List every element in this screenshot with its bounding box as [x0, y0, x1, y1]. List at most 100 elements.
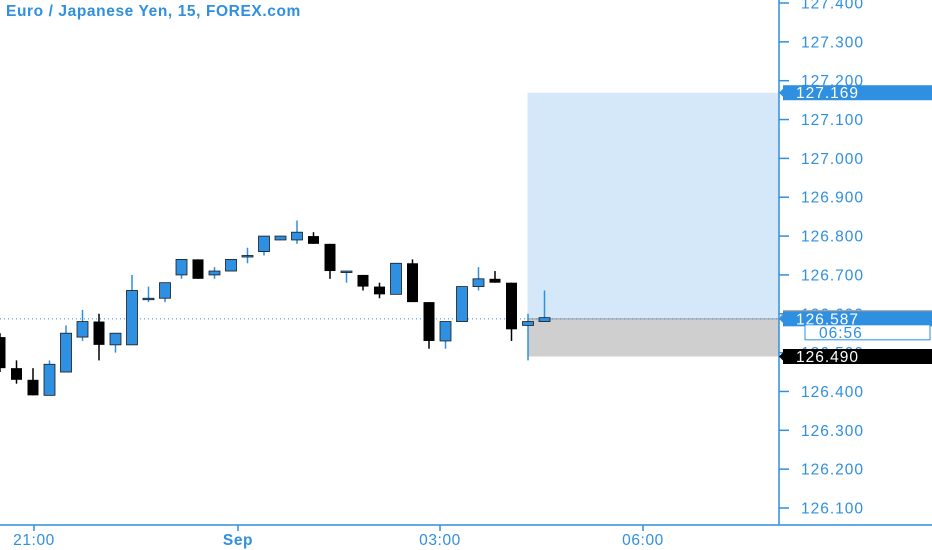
- candle-body: [439, 321, 452, 342]
- candle-body: [0, 337, 6, 369]
- candle: [390, 262, 402, 295]
- candle: [11, 360, 22, 384]
- candle: [506, 282, 517, 341]
- candle-body: [357, 274, 369, 287]
- candle-body: [308, 236, 319, 244]
- candle: [126, 274, 138, 346]
- candle-body: [175, 258, 188, 276]
- candle: [274, 235, 287, 241]
- badge-pointer: [779, 314, 783, 323]
- badge-text: 126.490: [796, 349, 859, 366]
- candle-body: [324, 243, 336, 272]
- price-axis: 126.100126.200126.300126.400126.500126.6…: [778, 0, 864, 525]
- candle-body: [390, 262, 402, 295]
- candle: [43, 360, 56, 396]
- price-tick-label: 127.000: [801, 151, 864, 168]
- price-tick-label: 126.200: [801, 462, 864, 479]
- candle-body: [225, 258, 237, 272]
- time-axis: 21:00 Sep 03:00 06:00: [0, 524, 932, 549]
- candle: [472, 267, 485, 291]
- price-badge: 127.169: [779, 85, 932, 102]
- badge-text: 126.587: [796, 311, 859, 328]
- price-tick-label: 127.400: [801, 0, 864, 13]
- badge-box: [783, 349, 932, 364]
- candle: [538, 290, 551, 322]
- price-tick-label: 127.300: [801, 34, 864, 51]
- badge-box: [783, 85, 932, 101]
- candle-body: [109, 332, 122, 346]
- candle: [374, 282, 385, 299]
- candle-body: [472, 278, 485, 287]
- candle: [308, 232, 319, 244]
- price-tick-label: 126.400: [801, 384, 864, 401]
- candle-body: [506, 282, 517, 330]
- candle-body: [27, 379, 39, 396]
- price-tick-label: 126.900: [801, 190, 864, 207]
- countdown-badge: 06:56: [804, 324, 931, 342]
- candle: [60, 325, 72, 373]
- price-badge: 126.587: [779, 311, 932, 328]
- candle: [522, 313, 534, 361]
- candle: [456, 286, 468, 322]
- price-tick-label: 126.800: [801, 229, 864, 246]
- candle: [407, 259, 418, 303]
- candle: [489, 271, 501, 283]
- candle: [76, 309, 89, 341]
- badge-pointer: [779, 88, 783, 97]
- candle: [109, 332, 122, 353]
- candle-body: [60, 332, 72, 373]
- candle-body: [522, 321, 534, 326]
- candle-body: [76, 321, 89, 338]
- candle-body: [423, 302, 435, 341]
- candle-body: [241, 255, 254, 258]
- time-tick-label: 03:00: [419, 532, 461, 549]
- candle: [93, 313, 105, 361]
- time-tick-label: 21:00: [13, 532, 55, 549]
- candle-body: [142, 297, 155, 301]
- candle: [0, 333, 6, 373]
- candle-body: [258, 235, 270, 253]
- candle: [241, 247, 254, 264]
- time-tick-label: 06:00: [622, 532, 664, 549]
- candle-body: [538, 317, 551, 322]
- candle-body: [126, 290, 138, 346]
- target-zone: [527, 92, 779, 319]
- countdown-text: 06:56: [819, 325, 863, 342]
- candle: [258, 235, 270, 256]
- price-tick-label: 127.100: [801, 112, 864, 129]
- candle-body: [374, 286, 385, 295]
- price-tick-label: 126.300: [801, 423, 864, 440]
- badge-text: 127.169: [796, 85, 859, 102]
- candle-body: [489, 278, 501, 283]
- countdown-box: [804, 324, 931, 341]
- candle-body: [274, 235, 287, 241]
- candle: [324, 243, 336, 279]
- price-tick-label: 126.100: [801, 501, 864, 518]
- candle: [208, 267, 221, 279]
- candle: [423, 302, 435, 349]
- stop-zone: [527, 318, 779, 357]
- candle: [159, 282, 171, 303]
- candle: [175, 258, 188, 279]
- candle: [340, 270, 353, 283]
- chart-title: Euro / Japanese Yen, 15, FOREX.com: [6, 3, 301, 20]
- candle: [27, 368, 39, 396]
- candle-body: [407, 263, 418, 303]
- candle: [357, 274, 369, 291]
- candle: [142, 286, 155, 303]
- price-tick-label: 126.700: [801, 267, 864, 284]
- candle-body: [93, 321, 105, 345]
- candle-body: [11, 368, 22, 380]
- candles: [0, 220, 551, 396]
- time-tick-label: Sep: [223, 532, 253, 549]
- candle: [439, 321, 452, 349]
- candle-body: [43, 363, 56, 396]
- candle-body: [456, 286, 468, 322]
- candle: [291, 220, 303, 244]
- candle-body: [192, 259, 204, 279]
- stop-price-badge: 126.490: [779, 349, 932, 366]
- badge-pointer: [779, 352, 783, 361]
- candle-body: [208, 270, 221, 276]
